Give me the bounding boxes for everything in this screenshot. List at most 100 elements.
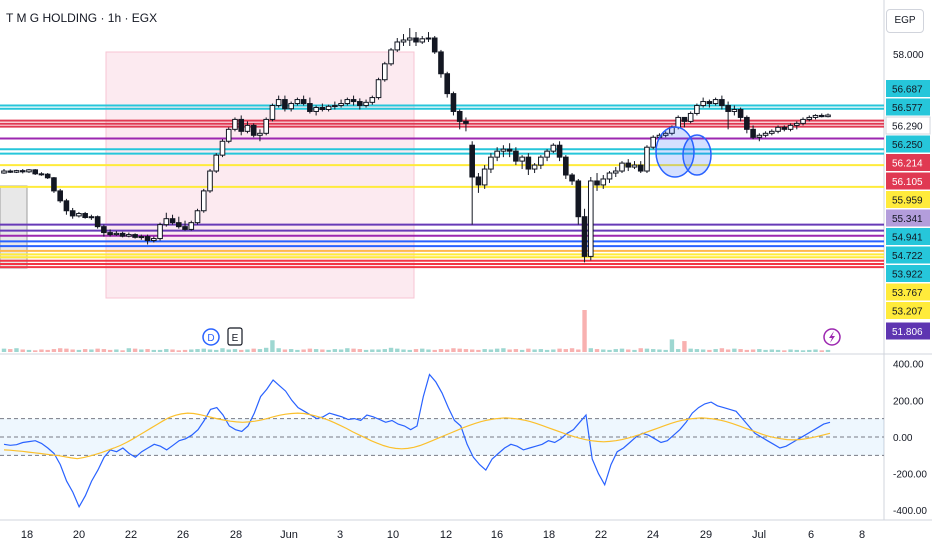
volume-bar <box>763 349 768 352</box>
volume-bar <box>182 349 188 352</box>
volume-bar <box>351 348 356 352</box>
candle-body <box>182 226 188 230</box>
candle-body <box>19 170 26 173</box>
time-tick-label: 6 <box>808 529 814 541</box>
volume-bar <box>788 349 793 352</box>
volume-bar <box>469 349 475 352</box>
candle-body <box>288 103 294 110</box>
candle-body <box>488 156 494 170</box>
candle-body <box>200 190 207 212</box>
time-tick-label: 10 <box>387 529 399 541</box>
volume-bar <box>700 349 706 352</box>
volume-bar <box>14 348 19 352</box>
candle-body <box>319 107 326 110</box>
level-tag <box>886 322 930 340</box>
level-tag <box>886 246 930 264</box>
candle-body <box>381 63 388 81</box>
candle-body <box>213 154 220 172</box>
volume-bar <box>613 349 618 352</box>
volume-bar <box>207 349 213 352</box>
volume-bar <box>45 349 50 352</box>
candle-body <box>581 216 588 257</box>
volume-bar <box>626 349 631 352</box>
volume-bar <box>120 350 125 352</box>
earnings-marker-label: E <box>232 333 239 344</box>
volume-bar <box>819 350 824 352</box>
level-tag <box>885 116 931 135</box>
volume-bar <box>8 349 13 352</box>
candle-body <box>307 103 313 112</box>
volume-bar <box>101 349 107 352</box>
candle-body <box>431 37 438 53</box>
time-tick-label: 22 <box>595 529 607 541</box>
candle-body <box>563 156 569 176</box>
cci-signal-line <box>3 412 831 460</box>
level-tag-label: 54.941 <box>892 233 923 244</box>
volume-bar <box>189 349 194 352</box>
consolidation-box <box>0 185 28 269</box>
volume-bar <box>494 348 500 352</box>
candle-body <box>544 150 550 158</box>
level-tag-label: 53.767 <box>892 288 923 299</box>
price-tick-label: 58.000 <box>893 50 924 61</box>
candle-body <box>76 213 82 217</box>
candle-body <box>793 122 800 126</box>
volume-bar <box>688 348 693 352</box>
candle-body <box>438 51 444 75</box>
volume-bar <box>651 349 656 352</box>
volume-bar <box>251 348 256 352</box>
candle-body <box>344 99 351 105</box>
volume-bar <box>338 349 344 352</box>
candle-body <box>332 105 338 108</box>
currency-button[interactable]: EGP <box>886 9 924 33</box>
level-tag <box>886 80 930 97</box>
candle-body <box>531 164 538 170</box>
volume-bar <box>507 349 512 352</box>
candle-body <box>606 172 613 180</box>
volume-bar <box>407 349 412 352</box>
volume-bar <box>619 348 625 352</box>
candle-body <box>113 232 120 236</box>
candle-body <box>26 169 32 173</box>
candle-body <box>463 120 469 124</box>
time-tick-label: 28 <box>230 529 242 541</box>
volume-bar <box>413 349 419 352</box>
level-tag-label: 55.341 <box>892 214 923 225</box>
candle-body <box>550 144 557 152</box>
candle-body <box>394 41 401 51</box>
candle-body <box>625 162 632 168</box>
time-tick-label: 16 <box>491 529 503 541</box>
volume-bar <box>139 349 144 352</box>
candle-body <box>363 101 369 107</box>
candle-body <box>275 99 282 107</box>
volume-bar <box>732 348 737 352</box>
candle-body <box>32 169 39 175</box>
candle-body <box>338 103 344 107</box>
candle-body <box>644 146 650 172</box>
level-tag <box>886 191 930 208</box>
candle-body <box>650 136 657 148</box>
symbol-title[interactable]: T M G HOLDING · 1h · EGX <box>6 11 158 25</box>
volume-bar <box>750 349 756 352</box>
candle-body <box>506 148 513 152</box>
candle-body <box>219 140 226 156</box>
candle-body <box>662 132 669 136</box>
volume-bar <box>170 349 175 352</box>
candle-body <box>687 112 694 122</box>
candle-body <box>444 73 451 95</box>
time-tick-label: Jul <box>752 529 766 541</box>
time-tick-label: 20 <box>73 529 85 541</box>
candle-body <box>207 170 213 192</box>
level-tag <box>886 283 930 301</box>
candle-body <box>425 37 432 40</box>
level-tag-label: 55.959 <box>892 196 923 207</box>
cci-line <box>3 373 831 509</box>
level-tag-label: 56.290 <box>892 122 923 133</box>
volume-bar <box>157 349 163 352</box>
candle-body <box>63 200 70 212</box>
volume-bar <box>594 349 600 352</box>
candle-body <box>300 99 307 105</box>
level-tag-label: 53.207 <box>892 307 923 318</box>
candle-body <box>731 108 738 112</box>
